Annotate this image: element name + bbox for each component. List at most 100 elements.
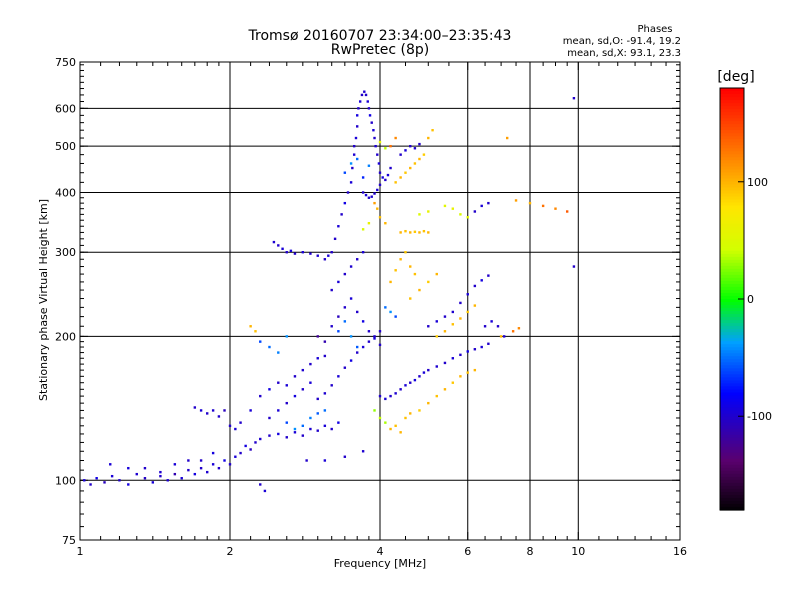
data-point — [404, 149, 407, 152]
data-point — [309, 362, 312, 366]
data-point — [394, 392, 397, 395]
colorbar-segment — [720, 374, 744, 378]
data-point — [473, 304, 477, 307]
data-point — [316, 397, 319, 401]
data-point — [205, 470, 209, 474]
data-point — [373, 136, 376, 140]
data-point — [413, 378, 417, 382]
colorbar-segment — [720, 485, 744, 490]
data-point — [234, 455, 237, 458]
data-point — [378, 330, 382, 333]
colorbar-segment — [720, 241, 744, 246]
y-tick-label: 400 — [55, 186, 76, 199]
data-point — [109, 463, 112, 466]
data-point — [323, 459, 327, 462]
data-point — [323, 354, 327, 358]
data-point — [378, 216, 382, 219]
data-point — [443, 361, 447, 365]
colorbar-segment — [720, 133, 744, 137]
data-point — [333, 237, 337, 241]
data-point — [361, 228, 365, 231]
data-point — [277, 351, 280, 354]
colorbar-segment — [720, 181, 744, 186]
data-point — [364, 93, 368, 97]
data-point — [323, 424, 327, 428]
colorbar-segment — [720, 283, 744, 288]
colorbar-segment — [720, 455, 744, 460]
data-point — [180, 477, 183, 480]
colorbar-segment — [720, 479, 744, 484]
colorbar-segment — [720, 190, 744, 195]
data-point — [343, 306, 347, 309]
data-point — [496, 325, 500, 328]
data-point — [285, 421, 288, 424]
colorbar-segment — [720, 127, 744, 131]
data-point — [337, 330, 340, 333]
data-point — [285, 251, 288, 254]
data-point — [343, 171, 347, 174]
phases-x-stats: mean, sd,X: 93.1, 23.3 — [567, 48, 681, 59]
colorbar-segment — [720, 202, 744, 207]
colorbar-tick-label: 100 — [747, 176, 768, 189]
x-tick-label: 1 — [77, 545, 84, 558]
data-point — [289, 249, 293, 253]
data-point — [418, 157, 421, 161]
data-point — [451, 323, 455, 326]
colorbar-segment — [720, 314, 744, 318]
data-point — [343, 320, 347, 323]
x-tick-label: 6 — [464, 545, 471, 558]
data-point — [427, 280, 430, 284]
data-point — [316, 357, 319, 360]
data-point — [285, 436, 288, 439]
colorbar-segment — [720, 359, 744, 363]
colorbar-segment — [720, 151, 744, 155]
colorbar-segment — [720, 323, 744, 327]
data-point — [505, 136, 509, 140]
colorbar-segment — [720, 238, 744, 243]
data-point — [254, 441, 257, 444]
colorbar-segment — [720, 332, 744, 336]
colorbar-segment — [720, 392, 744, 397]
colorbar-segment — [720, 130, 744, 134]
data-point — [378, 140, 382, 144]
colorbar-segment — [720, 88, 744, 92]
data-point — [418, 231, 421, 234]
data-point — [199, 409, 203, 412]
data-point — [285, 401, 288, 405]
data-point — [418, 288, 421, 292]
data-point — [327, 254, 330, 257]
plot-area: 1 2 4 6 8 10 16 75 100 200 300 400 500 600 750 — [55, 56, 687, 558]
data-point — [427, 368, 430, 372]
data-point — [394, 136, 397, 140]
data-point — [443, 204, 447, 208]
data-point — [301, 424, 305, 428]
data-point — [301, 388, 305, 391]
y-tick-label: 75 — [62, 534, 76, 547]
colorbar-segment — [720, 262, 744, 267]
phase-colorbar: 100 0 -100 — [719, 87, 772, 511]
data-point — [473, 284, 477, 288]
data-point — [554, 207, 557, 210]
data-point — [490, 320, 493, 323]
colorbar-segment — [720, 431, 744, 436]
data-point — [323, 409, 327, 412]
data-point — [409, 412, 412, 415]
colorbar-segment — [720, 118, 744, 122]
data-point — [502, 335, 506, 338]
colorbar-segment — [720, 356, 744, 360]
data-point — [159, 474, 162, 478]
data-point — [409, 231, 412, 234]
data-point — [316, 254, 319, 257]
data-point — [293, 431, 297, 434]
data-point — [373, 192, 376, 195]
data-point — [211, 451, 215, 455]
colorbar-segment — [720, 205, 744, 210]
data-point — [228, 463, 232, 466]
data-point — [389, 394, 392, 398]
data-point — [483, 325, 487, 328]
data-point — [330, 251, 333, 254]
data-point — [384, 397, 387, 401]
colorbar-segment — [720, 106, 744, 110]
data-point — [354, 136, 358, 140]
data-point — [394, 424, 397, 428]
